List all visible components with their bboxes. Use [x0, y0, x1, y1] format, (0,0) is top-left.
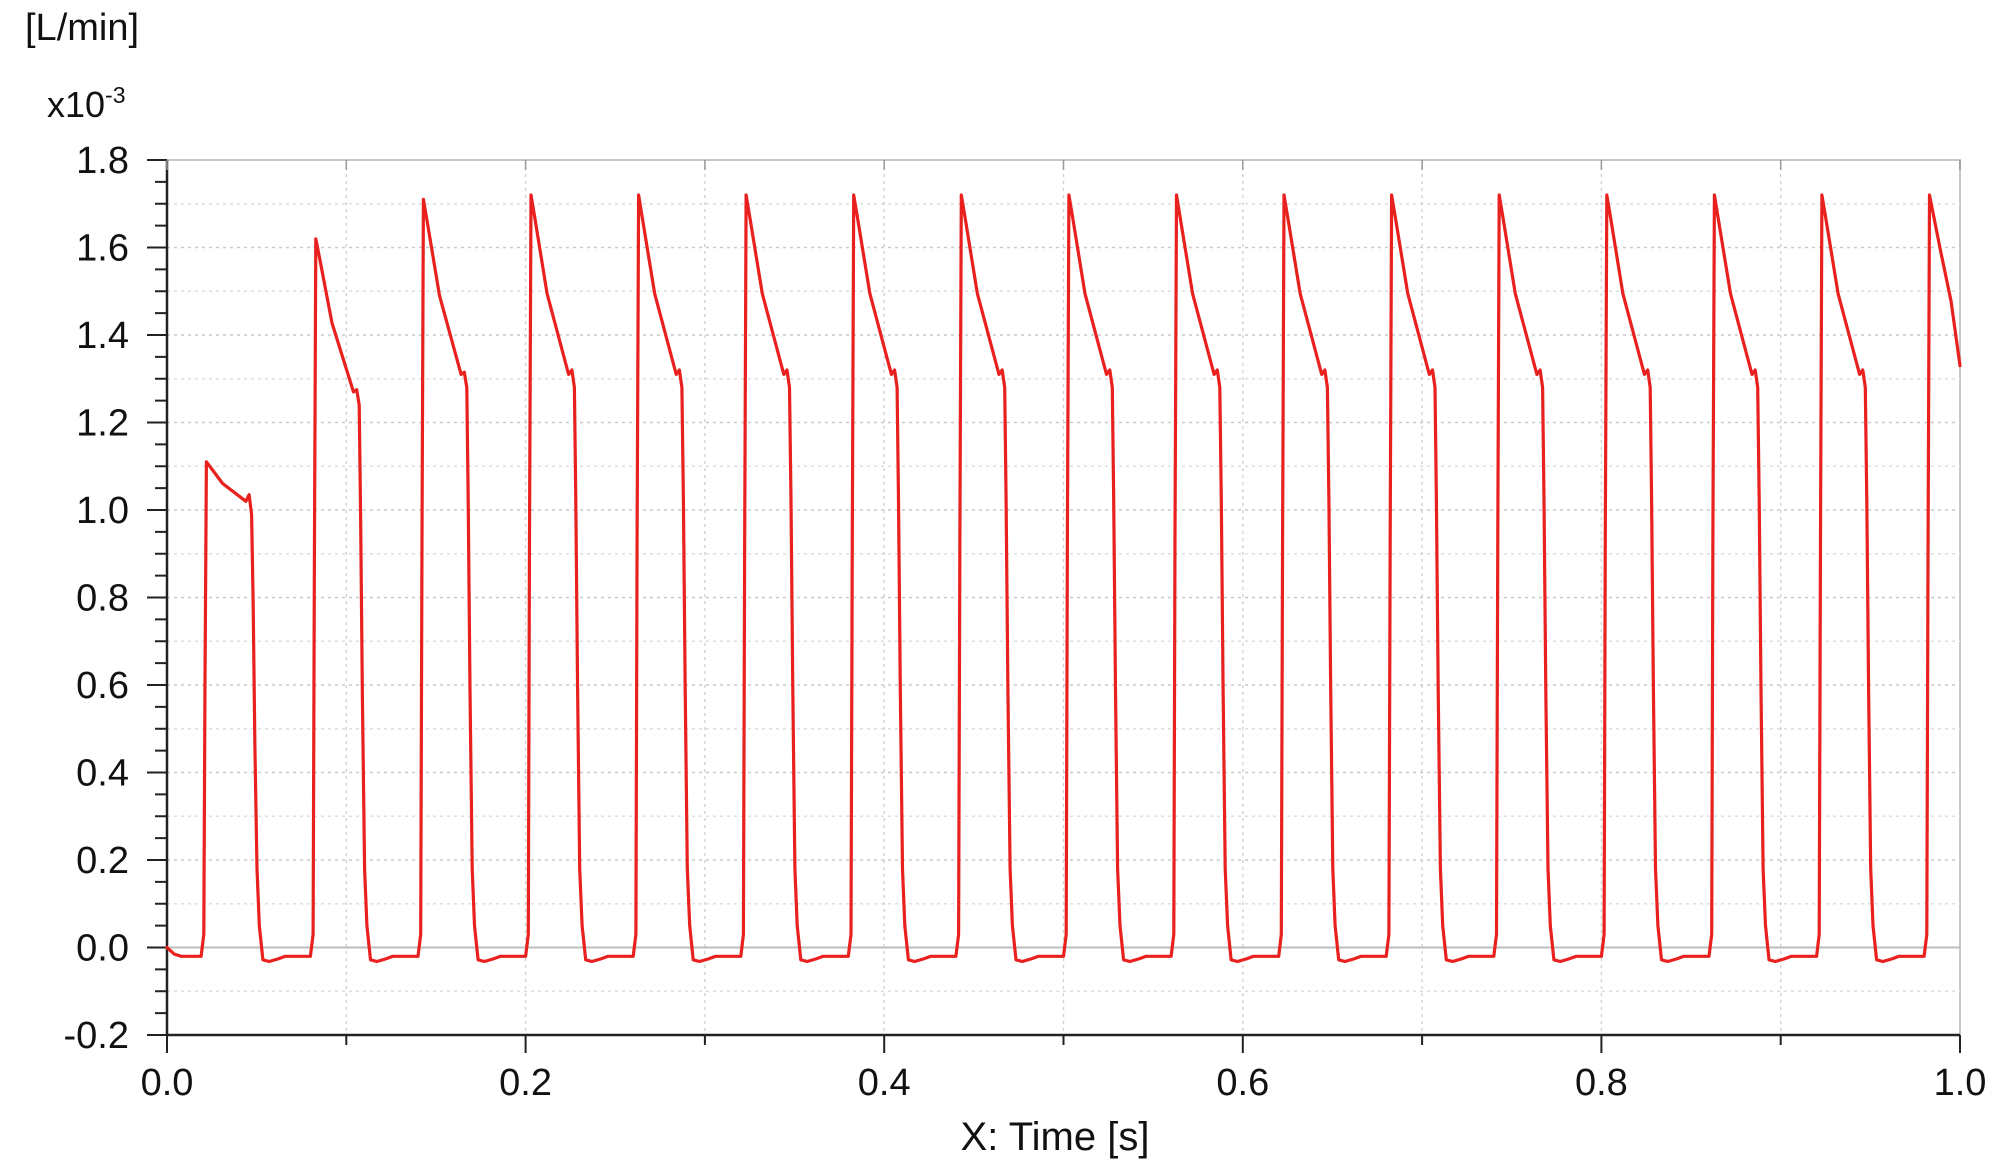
y-tick-label: 0.8: [76, 578, 129, 620]
y-scale-label: x10-3: [47, 82, 126, 125]
y-scale-base: x10: [47, 84, 105, 125]
y-tick-label: 0.4: [76, 753, 129, 795]
y-tick-label: 1.6: [76, 228, 129, 270]
y-tick-label: 1.8: [76, 140, 129, 182]
flow-rate-series-line: [165, 193, 1962, 964]
y-unit-label: [L/min]: [25, 7, 139, 49]
x-tick-label: 0.4: [858, 1062, 911, 1104]
y-tick-label: 0.2: [76, 840, 129, 882]
tick-marks: [147, 159, 1961, 1053]
grid-lines: [166, 159, 1961, 1036]
y-tick-label: 1.2: [76, 403, 129, 445]
y-scale-exponent: -3: [105, 82, 125, 108]
x-tick-label: 0.2: [499, 1062, 552, 1104]
x-tick-label: 0.8: [1575, 1062, 1628, 1104]
y-tick-label: 0.6: [76, 665, 129, 707]
tick-labels: -0.2 0.0 0.2 0.4 0.6 0.8 1.0 1.2 1.4 1.6 1.8 0.0 0.2…: [64, 140, 1987, 1104]
x-axis-title: X: Time [s]: [961, 1115, 1150, 1159]
y-tick-label: -0.2: [64, 1015, 129, 1057]
x-tick-label: 0.6: [1216, 1062, 1269, 1104]
x-tick-label: 1.0: [1934, 1062, 1987, 1104]
y-tick-label: 1.4: [76, 315, 129, 357]
x-tick-label: 0.0: [141, 1062, 194, 1104]
y-tick-label: 1.0: [76, 490, 129, 532]
y-tick-label: 0.0: [76, 928, 129, 970]
